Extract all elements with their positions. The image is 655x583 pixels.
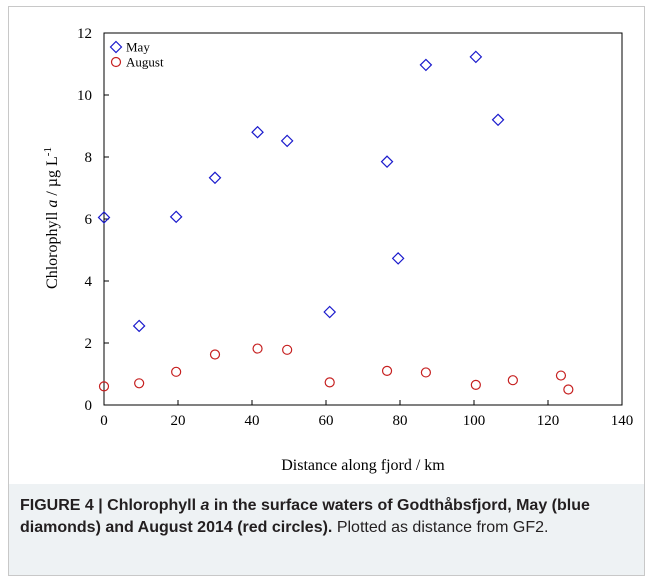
- caption-band: [9, 484, 644, 575]
- data-point-may: [208, 171, 222, 185]
- y-tick-label: 10: [77, 88, 92, 104]
- y-axis-title: Chlorophyll a / µg L-1: [42, 147, 61, 289]
- legend-label: May: [126, 40, 150, 55]
- y-tick-label: 12: [77, 26, 92, 42]
- x-tick-label: 60: [319, 413, 334, 429]
- caption-title: FIGURE 4 | Chlorophyll a in the surface …: [20, 497, 590, 536]
- legend-marker-may: [109, 40, 123, 54]
- data-point-august: [171, 366, 182, 377]
- legend-marker-august: [110, 56, 122, 68]
- data-point-august: [420, 367, 431, 378]
- data-point-may: [380, 155, 394, 168]
- x-tick-label: 40: [245, 413, 260, 429]
- figure-caption: FIGURE 4 | Chlorophyll a in the surface …: [20, 495, 632, 539]
- data-point-august: [134, 378, 145, 389]
- y-tick-label: 8: [85, 150, 93, 166]
- data-point-may: [323, 305, 337, 319]
- legend-label: August: [126, 55, 164, 70]
- x-tick-label: 100: [463, 413, 486, 429]
- y-tick-label: 4: [85, 274, 93, 290]
- data-point-august: [507, 375, 518, 386]
- data-point-may: [280, 134, 294, 148]
- plot-area-frame: [103, 32, 623, 406]
- x-tick-label: 80: [393, 413, 408, 429]
- data-point-may: [97, 211, 111, 224]
- data-point-august: [470, 379, 481, 390]
- data-point-august: [282, 344, 293, 355]
- data-point-may: [469, 50, 483, 64]
- data-point-august: [555, 370, 567, 381]
- data-point-august: [563, 384, 574, 395]
- x-tick-label: 120: [537, 413, 560, 429]
- x-tick-label: 140: [611, 413, 634, 429]
- data-point-august: [381, 365, 393, 376]
- data-point-august: [98, 381, 110, 392]
- data-point-may: [419, 58, 433, 72]
- caption-note: Plotted as distance from GF2.: [332, 519, 549, 536]
- y-tick-label: 0: [85, 398, 93, 414]
- data-point-may: [491, 113, 505, 127]
- figure-frame: [8, 6, 645, 576]
- x-tick-label: 20: [171, 413, 186, 429]
- data-point-august: [324, 377, 335, 388]
- x-tick-label: 0: [100, 413, 108, 429]
- y-tick-label: 6: [85, 212, 93, 228]
- data-point-may: [251, 125, 264, 139]
- data-point-may: [391, 252, 405, 265]
- data-point-august: [209, 349, 221, 360]
- data-point-may: [169, 210, 183, 224]
- x-axis-title: Distance along fjord / km: [281, 457, 445, 474]
- y-tick-label: 2: [85, 336, 93, 352]
- data-point-august: [252, 343, 263, 354]
- data-point-may: [132, 319, 146, 333]
